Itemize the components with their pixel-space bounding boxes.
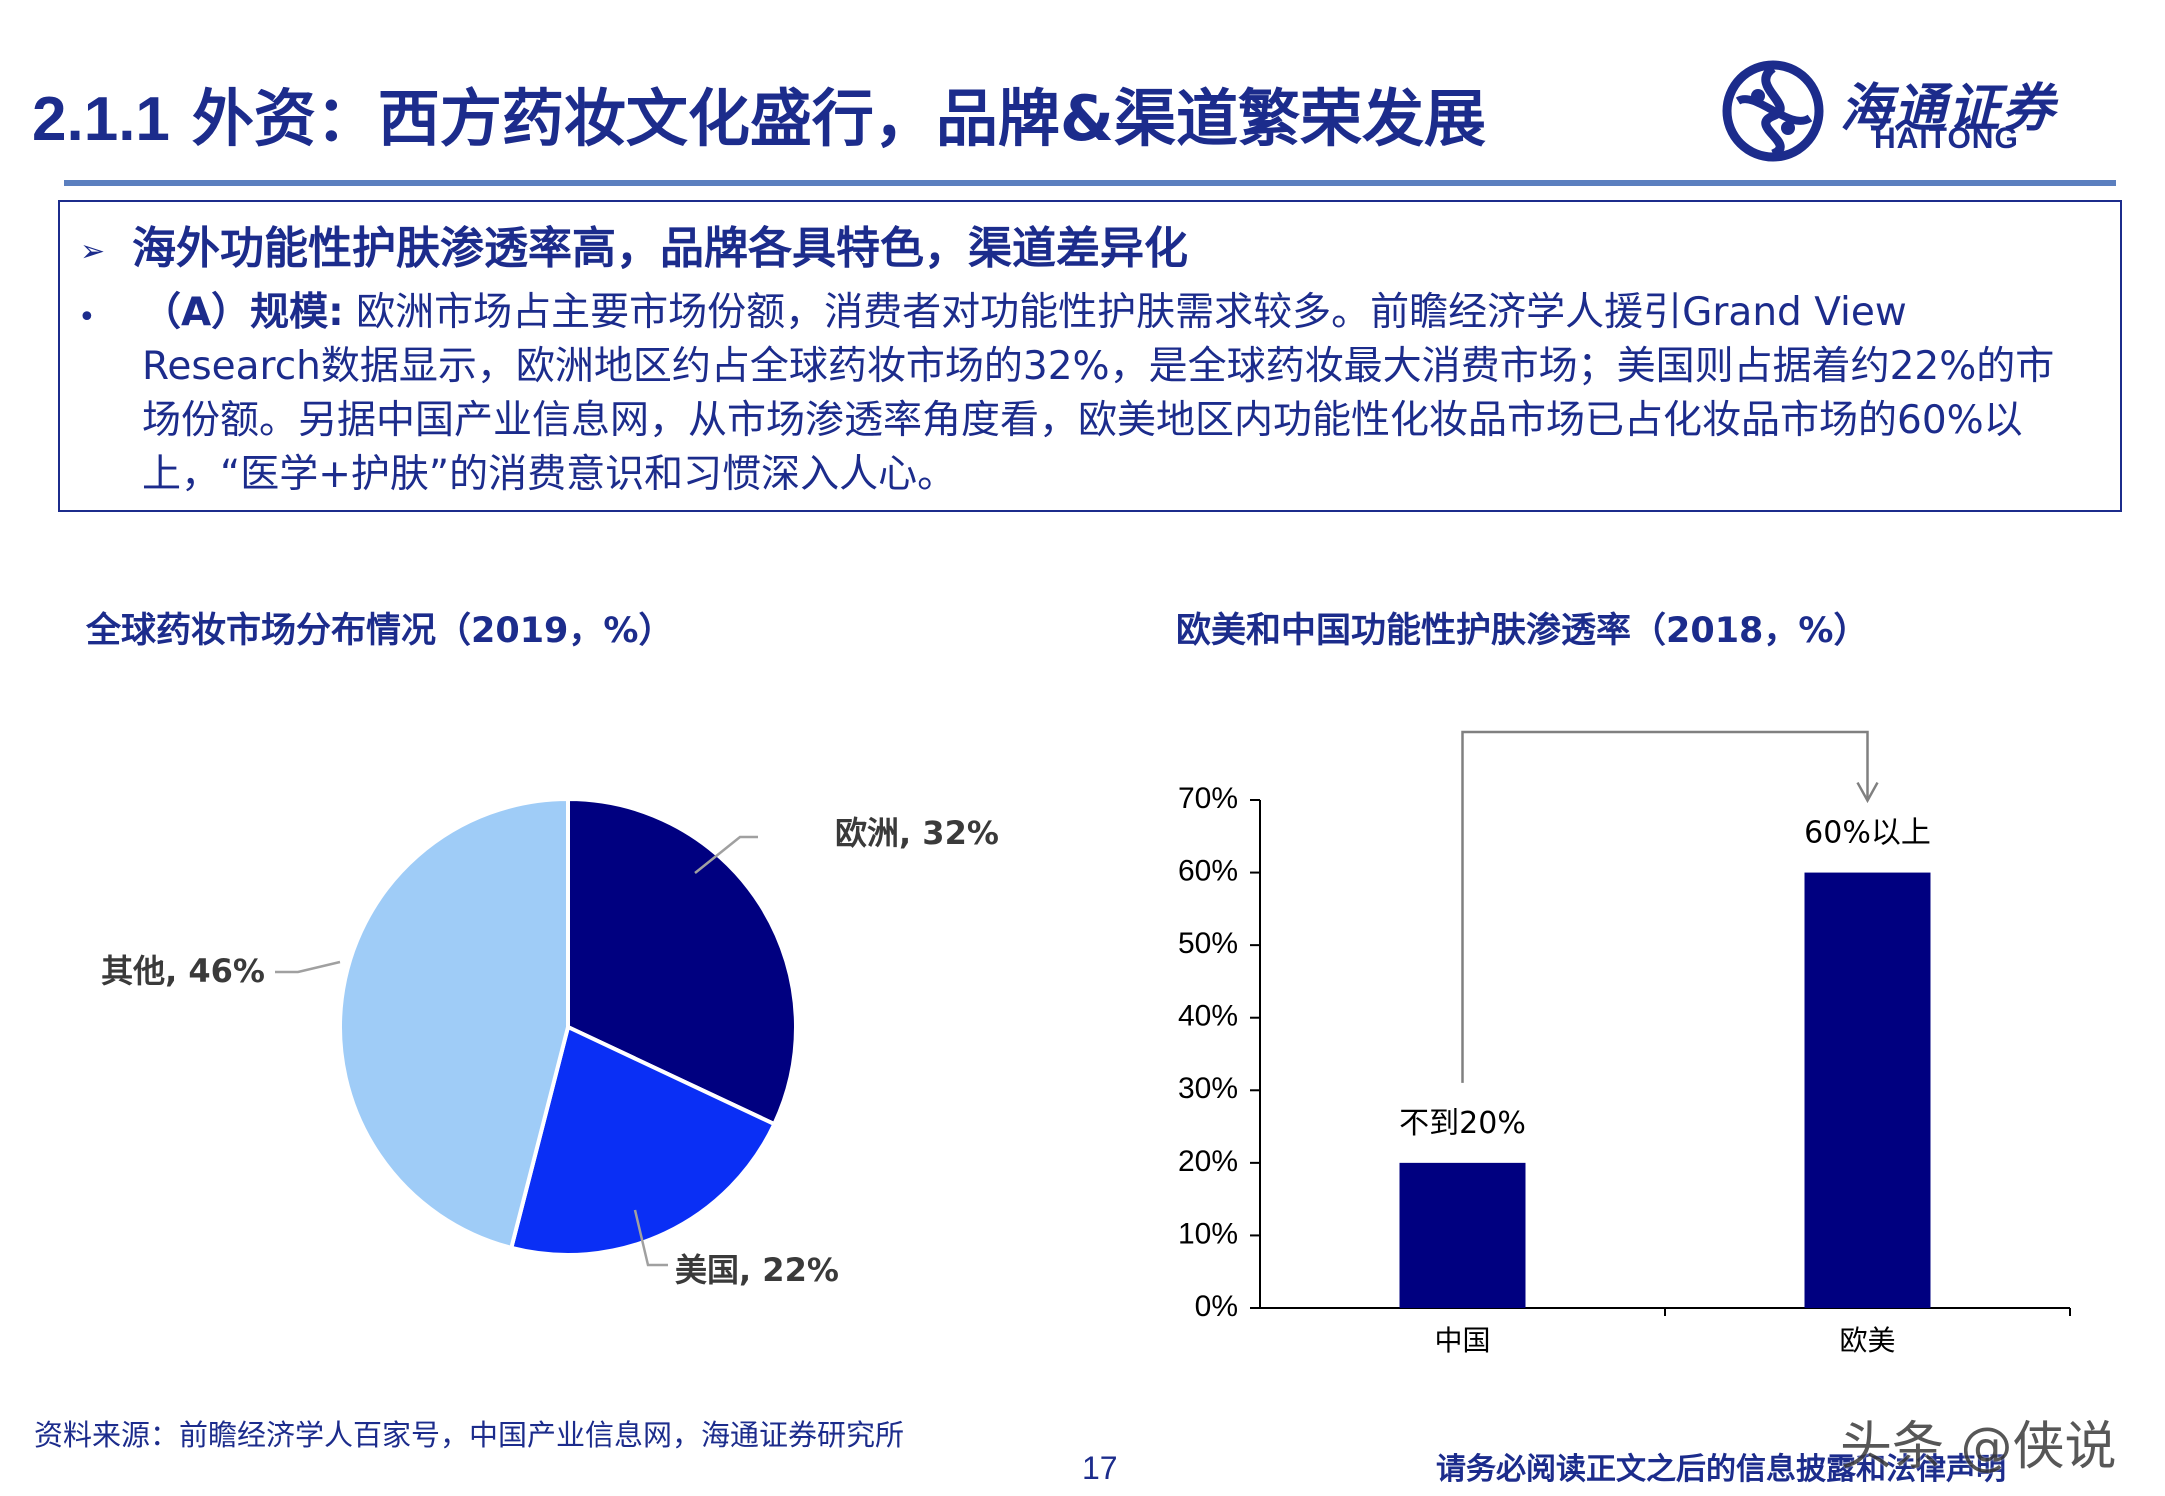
y-tick-label: 50% [1178,927,1238,960]
haitong-swirl-icon [1722,60,1824,162]
page-number: 17 [1082,1450,1118,1486]
pie-label-slice-usa: 美国, 22% [675,1251,839,1289]
pie-label-slice-other: 其他, 46% [101,952,265,990]
source-note: 资料来源：前瞻经济学人百家号，中国产业信息网，海通证券研究所 [34,1418,905,1452]
bullet-text: 欧洲市场占主要市场份额，消费者对功能性护肤需求较多。前瞻经济学人援引Grand … [142,290,2055,497]
y-tick-label: 60% [1178,854,1238,887]
summary-heading-text: 海外功能性护肤渗透率高，品牌各具特色，渠道差异化 [132,223,1188,274]
pie-leader-line [694,835,758,874]
bar-europe-us [1804,872,1931,1308]
section-title: 外资：西方药妆文化盛行，品牌&渠道繁荣发展 [191,82,1486,155]
section-number: 2.1.1 [32,85,170,154]
bar-chart-title: 欧美和中国功能性护肤渗透率（2018，%） [1176,611,1869,651]
header-divider [64,180,2116,186]
pie-label-slice-europe: 欧洲, 32% [835,814,999,852]
y-tick-label: 70% [1178,782,1238,815]
disclaimer-link[interactable]: 请务必阅读正文之后的信息披露和法律声明 [1436,1452,2006,1487]
pie-slice-other [338,796,570,1251]
summary-box [58,200,2122,512]
y-tick-label: 10% [1178,1217,1238,1250]
bar-data-label: 60%以上 [1804,816,1931,851]
watermark: 头条 @侠说 [1840,1417,2117,1477]
comparison-arrowhead [1856,781,1879,804]
summary-paragraph: （A）规模: 欧洲市场占主要市场份额，消费者对功能性护肤需求较多。前瞻经济学人援… [142,286,2092,502]
pie-slice-usa [508,1024,777,1257]
pie-slice-europe [566,796,798,1127]
pie-leader-line [275,960,341,974]
bullet-label: （A）规模: [142,290,344,335]
pie-leader-line [633,1209,668,1267]
page-title: 2.1.1 外资：西方药妆文化盛行，品牌&渠道繁荣发展 [32,68,1732,158]
haitong-logo: 海通证券 HAITONG [1718,56,2118,166]
pie-chart-title: 全球药妆市场分布情况（2019，%） [86,611,674,651]
logo-chinese-text: 海通证券 [1840,78,2057,139]
bar-china [1399,1162,1526,1308]
pie-chart: 欧洲, 32% 美国, 22% 其他, 46% [101,796,999,1289]
x-tick-label: 中国 [1434,1324,1490,1357]
arrow-bullet-icon: ➢ [80,233,106,269]
bar-data-label: 不到20% [1399,1106,1526,1141]
dot-bullet-icon: • [78,300,96,335]
y-tick-label: 20% [1178,1145,1238,1178]
y-tick-label: 40% [1178,1000,1238,1033]
y-tick-label: 0% [1195,1290,1238,1323]
logo-english-text: HAITONG [1874,122,2019,155]
x-tick-label: 欧美 [1839,1324,1895,1357]
comparison-arrow [1461,730,1869,1083]
summary-heading: ➢ 海外功能性护肤渗透率高，品牌各具特色，渠道差异化 [80,212,1188,276]
y-tick-label: 30% [1178,1072,1238,1105]
